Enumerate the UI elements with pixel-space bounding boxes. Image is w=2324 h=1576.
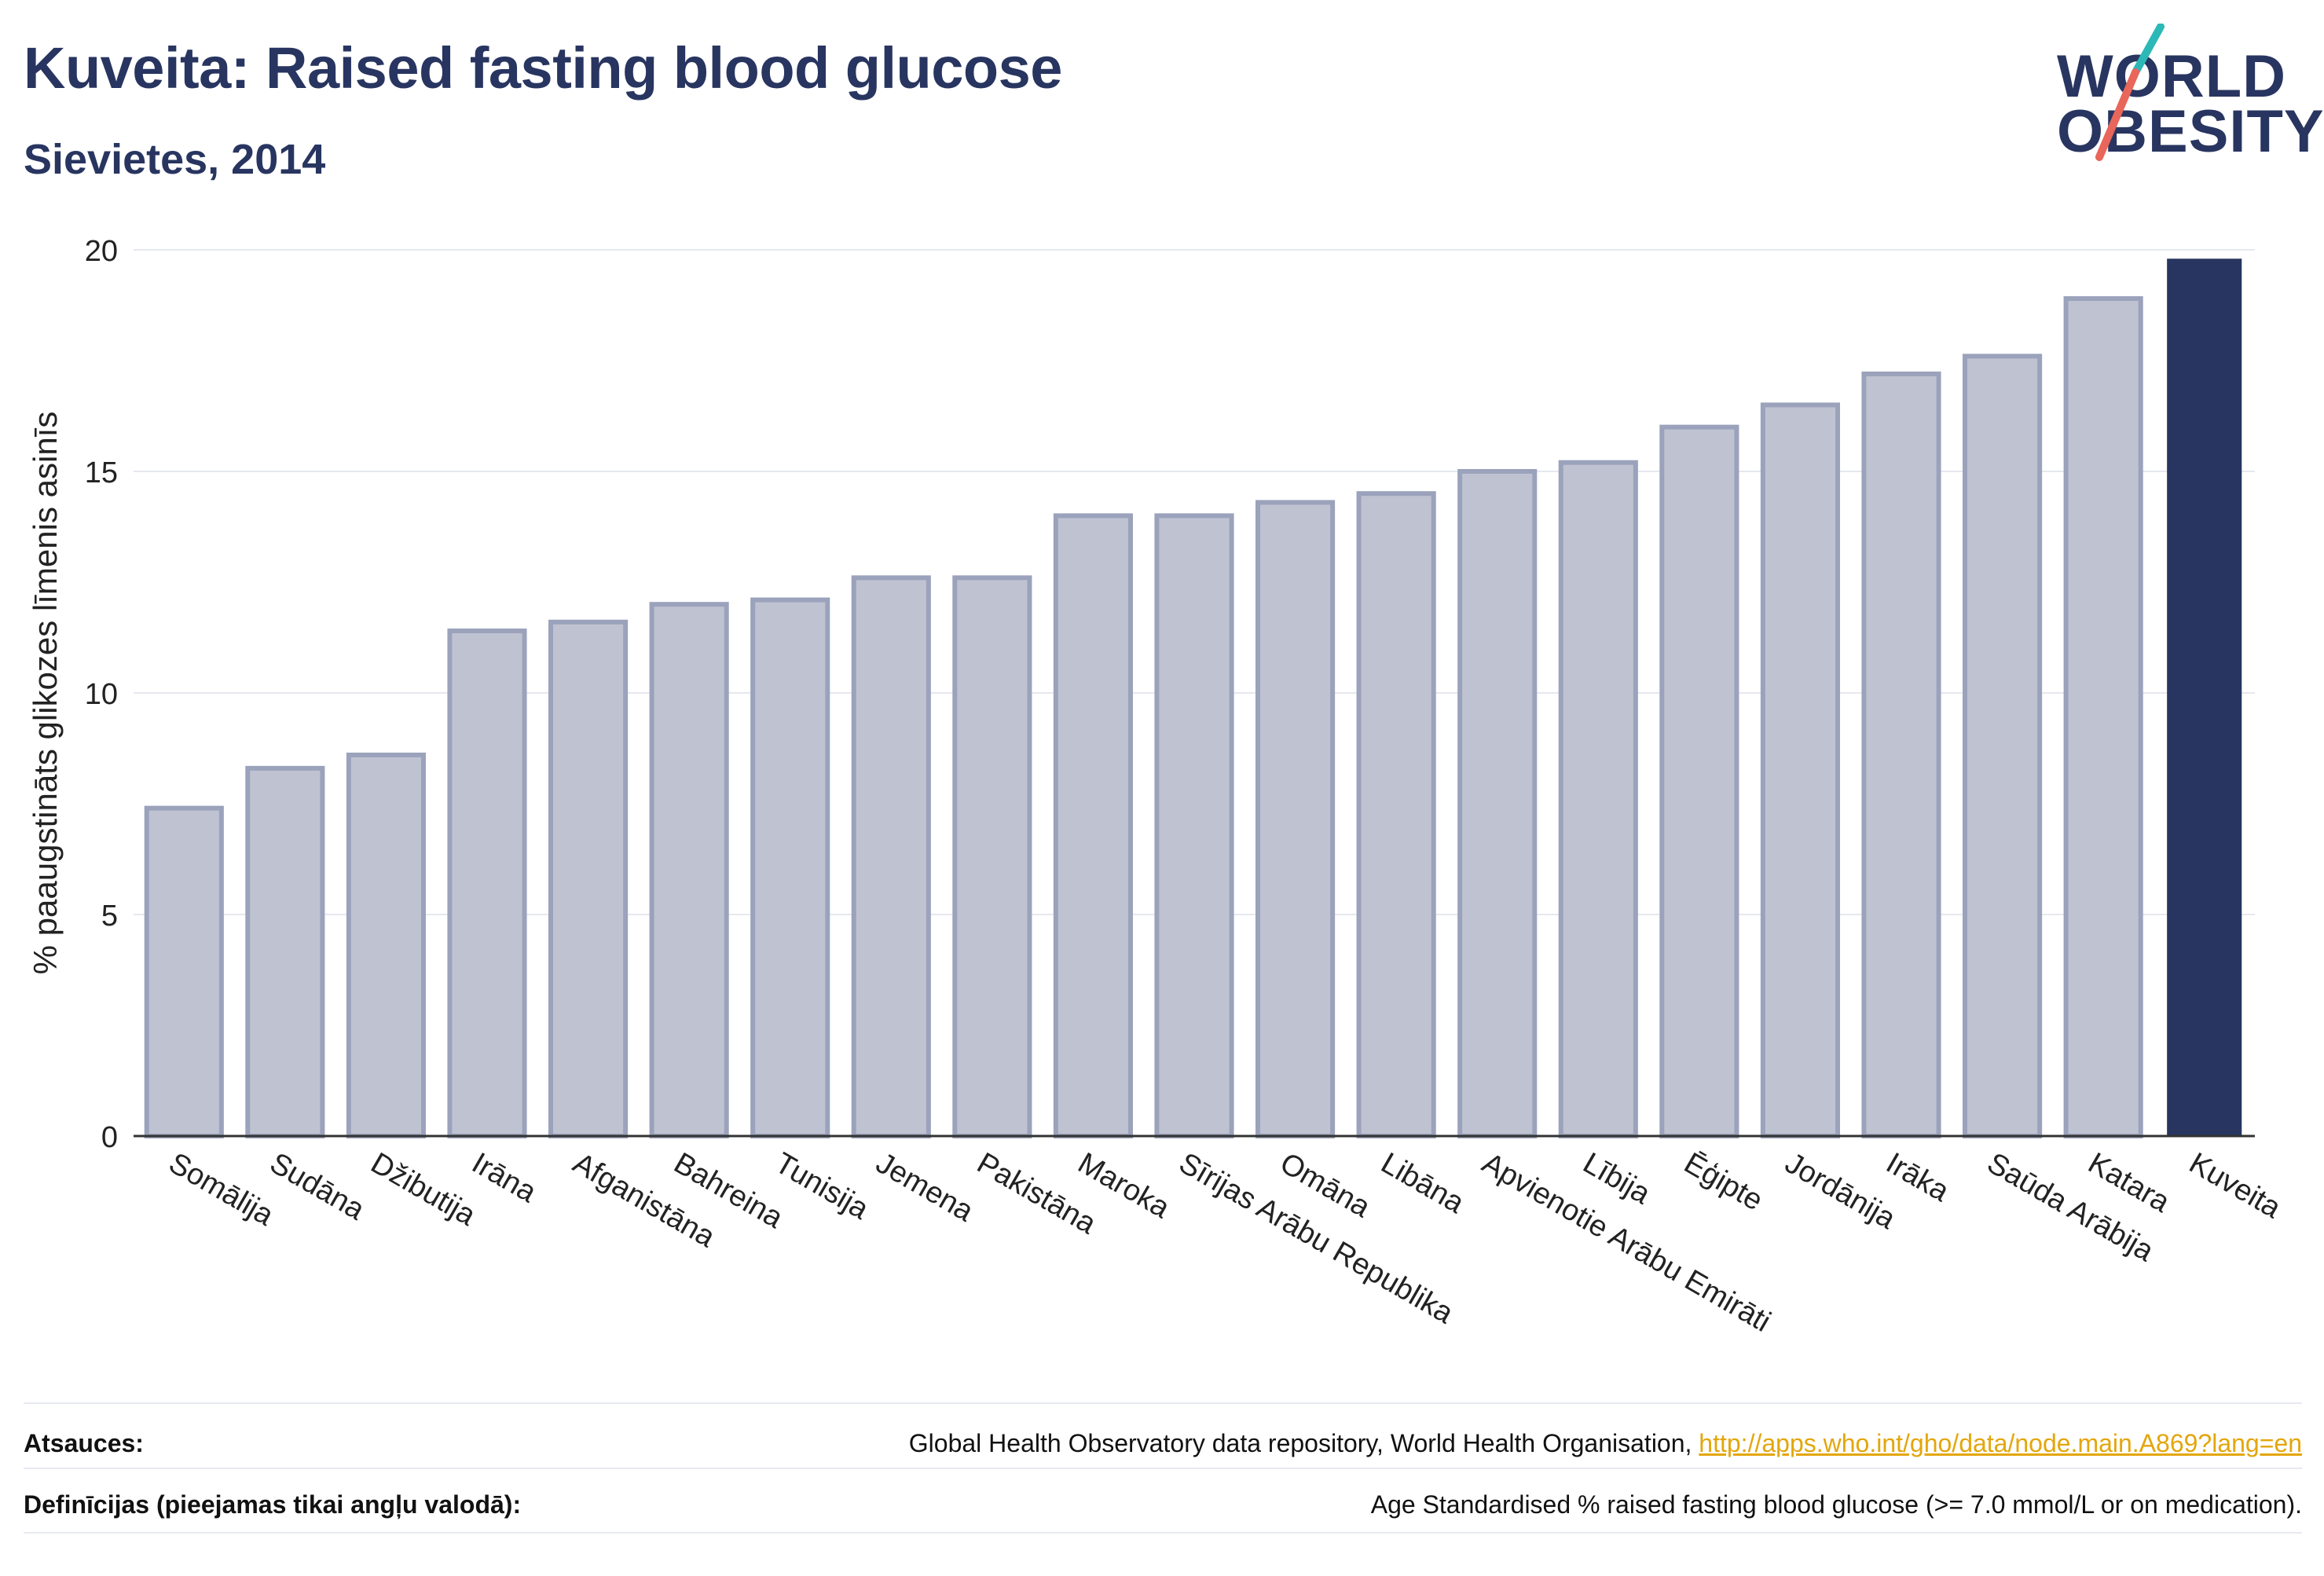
y-axis-label: % paaugstināts glikozes līmenis asinīs	[27, 412, 64, 975]
y-tick-label: 20	[85, 235, 118, 268]
bar	[2063, 296, 2143, 1138]
x-tick-label: Ēģipte	[1678, 1146, 1768, 1217]
sources-label: Atsauces:	[24, 1428, 144, 1457]
bar	[245, 765, 325, 1138]
chart-title: Kuveita: Raised fasting blood glucose	[24, 35, 1062, 101]
bar	[548, 619, 629, 1138]
bar	[447, 629, 527, 1138]
bar	[1760, 402, 1841, 1138]
bar	[1558, 460, 1638, 1138]
bar-chart: 0 5 10 15 20 % paaugstināts glikozes līmenis …	[27, 235, 2287, 1339]
y-tick-label: 15	[85, 456, 118, 489]
sources-link[interactable]: http://apps.who.int/gho/data/node.main.A…	[1699, 1428, 2302, 1457]
definitions-label: Definīcijas (pieejamas tikai angļu valod…	[24, 1490, 522, 1519]
y-tick-label: 0	[101, 1121, 118, 1154]
chart-subtitle: Sievietes, 2014	[24, 136, 326, 183]
x-tick-label: Tunisija	[769, 1146, 874, 1226]
x-tick-label: Kuveita	[2183, 1146, 2287, 1225]
bar	[2167, 258, 2242, 1136]
bar	[1659, 424, 1739, 1138]
x-tick-label: Irāna	[467, 1146, 543, 1209]
x-tick-label: Džibutija	[365, 1146, 482, 1233]
x-tick-label: Jemena	[871, 1146, 980, 1228]
world-obesity-logo: WORLD OBESITY	[2043, 24, 2324, 165]
bar	[1963, 354, 2043, 1138]
y-tick-label: 5	[101, 900, 118, 933]
y-tick-label: 10	[85, 678, 118, 711]
sources-row: Atsauces: Global Health Observatory data…	[24, 1424, 2302, 1463]
x-tick-label: Sudāna	[264, 1146, 370, 1226]
bar	[1154, 513, 1234, 1138]
footer-divider-bottom	[24, 1532, 2302, 1534]
logo-slash-icon	[2095, 24, 2165, 161]
bar	[750, 597, 830, 1138]
bar	[1356, 491, 1436, 1138]
x-tick-label: Libāna	[1376, 1146, 1471, 1220]
bar	[346, 752, 427, 1139]
logo-line-1: WORLD	[2057, 43, 2287, 110]
footer-divider-middle	[24, 1468, 2302, 1469]
bar	[1053, 513, 1134, 1138]
bar	[952, 575, 1032, 1138]
bar	[1457, 469, 1538, 1138]
x-tick-label: Saūda Arābija	[1981, 1146, 2160, 1268]
x-tick-label: Somālija	[163, 1146, 280, 1233]
bar	[144, 805, 224, 1138]
footer-divider-top	[24, 1402, 2302, 1404]
bar	[851, 575, 931, 1138]
x-tick-label: Jordānija	[1780, 1146, 1901, 1236]
sources-value: Global Health Observatory data repositor…	[909, 1429, 2302, 1458]
bar	[1861, 371, 1941, 1139]
sources-text: Global Health Observatory data repositor…	[908, 1428, 1699, 1457]
definitions-text: Age Standardised % raised fasting blood …	[1370, 1490, 2302, 1519]
x-tick-label: Irāka	[1881, 1146, 1956, 1208]
definitions-row: Definīcijas (pieejamas tikai angļu valod…	[24, 1485, 2302, 1524]
bar	[1255, 500, 1336, 1138]
bar	[649, 602, 729, 1138]
